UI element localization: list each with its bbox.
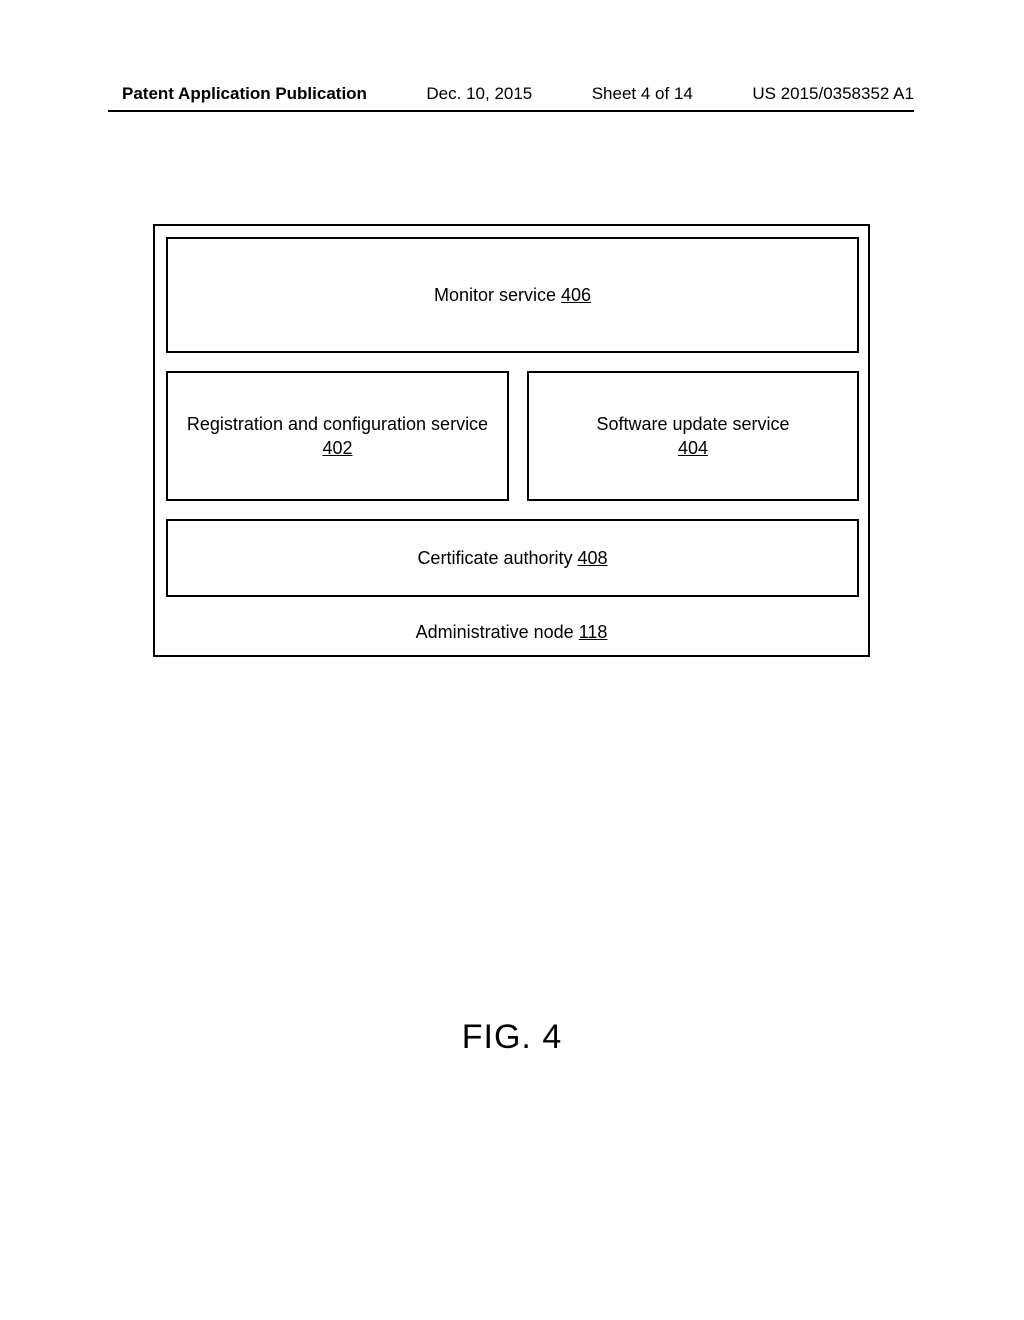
registration-config-service-label: Registration and configuration service bbox=[187, 414, 488, 434]
monitor-service-number: 406 bbox=[561, 285, 591, 305]
header-sheet: Sheet 4 of 14 bbox=[592, 84, 693, 104]
registration-config-service-number: 402 bbox=[322, 438, 352, 458]
header-rule bbox=[108, 110, 914, 112]
certificate-authority-box: Certificate authority 408 bbox=[166, 519, 859, 597]
page: Patent Application Publication Dec. 10, … bbox=[0, 0, 1024, 1320]
administrative-node-number: 118 bbox=[579, 622, 608, 642]
header-publication: Patent Application Publication bbox=[122, 84, 367, 104]
monitor-service-box: Monitor service 406 bbox=[166, 237, 859, 353]
registration-config-service-box: Registration and configuration service 4… bbox=[166, 371, 509, 501]
header-date: Dec. 10, 2015 bbox=[426, 84, 532, 104]
certificate-authority-label: Certificate authority bbox=[417, 548, 577, 568]
software-update-service-number: 404 bbox=[678, 438, 708, 458]
page-header: Patent Application Publication Dec. 10, … bbox=[0, 84, 1024, 104]
header-docnum: US 2015/0358352 A1 bbox=[752, 84, 914, 104]
figure-caption: FIG. 4 bbox=[0, 1018, 1024, 1057]
administrative-node-label-row: Administrative node 118 bbox=[155, 622, 868, 643]
software-update-service-box: Software update service 404 bbox=[527, 371, 859, 501]
certificate-authority-number: 408 bbox=[578, 548, 608, 568]
administrative-node-box: Monitor service 406 Registration and con… bbox=[153, 224, 870, 657]
monitor-service-label: Monitor service bbox=[434, 285, 561, 305]
software-update-service-label: Software update service bbox=[596, 414, 789, 434]
administrative-node-label: Administrative node bbox=[416, 622, 579, 642]
